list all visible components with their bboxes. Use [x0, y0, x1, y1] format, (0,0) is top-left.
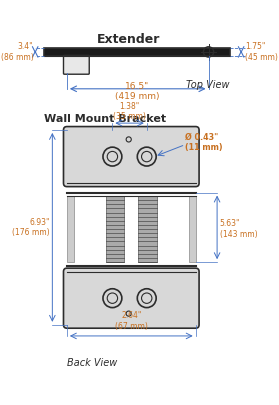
Text: Back View: Back View — [67, 358, 117, 369]
FancyBboxPatch shape — [64, 55, 89, 74]
FancyBboxPatch shape — [64, 126, 199, 187]
Bar — [44, 48, 230, 56]
Text: 3.4"
(86 mm): 3.4" (86 mm) — [1, 42, 33, 62]
Bar — [138, 196, 157, 262]
Text: Ø 0.43"
(11 mm): Ø 0.43" (11 mm) — [185, 132, 223, 152]
Text: 2.64"
(67 mm): 2.64" (67 mm) — [115, 311, 148, 331]
Bar — [67, 196, 74, 262]
Text: Extender: Extender — [97, 32, 160, 45]
Bar — [105, 196, 124, 262]
Text: Top View: Top View — [186, 79, 230, 90]
Text: 5.63"
(143 mm): 5.63" (143 mm) — [220, 220, 257, 239]
Text: 6.93"
(176 mm): 6.93" (176 mm) — [12, 217, 50, 237]
Bar — [189, 196, 196, 262]
Text: 1.75"
(45 mm): 1.75" (45 mm) — [246, 42, 278, 62]
Text: 16.5"
(419 mm): 16.5" (419 mm) — [115, 82, 160, 101]
FancyBboxPatch shape — [64, 268, 199, 328]
Text: 1.38"
(35 mm): 1.38" (35 mm) — [113, 102, 146, 122]
Text: Wall Mount Bracket: Wall Mount Bracket — [44, 114, 167, 124]
